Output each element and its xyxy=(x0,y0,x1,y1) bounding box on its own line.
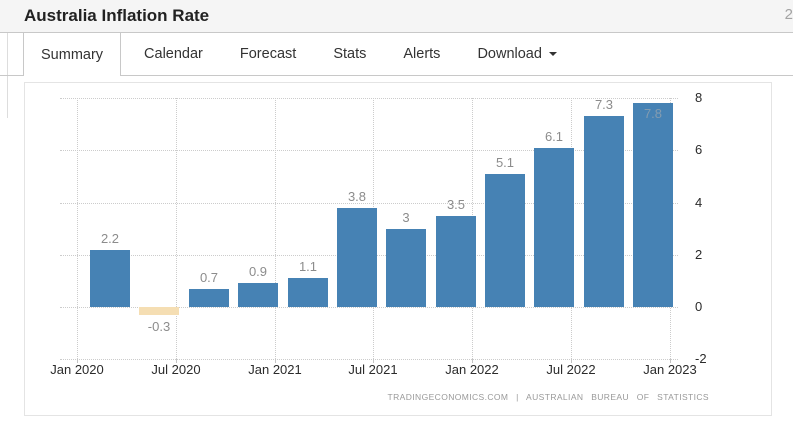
grid-line-h xyxy=(60,202,678,204)
bar[interactable] xyxy=(534,148,574,307)
bar[interactable] xyxy=(485,174,525,307)
y-axis-label: 6 xyxy=(695,142,703,158)
y-axis-label: 4 xyxy=(695,194,703,210)
axis-tick xyxy=(373,359,374,363)
tab-summary-label: Summary xyxy=(41,46,104,63)
tab-alerts[interactable]: Alerts xyxy=(389,33,454,75)
y-axis-label: 8 xyxy=(695,90,703,105)
tab-download-label: Download xyxy=(477,46,542,62)
bar[interactable] xyxy=(337,208,377,307)
x-axis-label: Jul 2022 xyxy=(546,362,596,377)
x-axis-label: Jul 2020 xyxy=(151,362,201,377)
bar[interactable] xyxy=(584,116,624,307)
bar-value-label: 3 xyxy=(402,210,410,225)
axis-tick xyxy=(670,359,671,363)
grid-line-h xyxy=(60,150,678,152)
tab-alerts-label: Alerts xyxy=(403,46,441,62)
x-axis-label: Jul 2021 xyxy=(348,362,398,377)
bar-value-label: -0.3 xyxy=(147,319,171,334)
x-axis-label: Jan 2020 xyxy=(50,362,104,377)
bar[interactable] xyxy=(633,103,673,307)
tab-forecast[interactable]: Forecast xyxy=(226,33,310,75)
x-axis-label: Jan 2022 xyxy=(445,362,499,377)
y-axis-label: 0 xyxy=(695,299,703,314)
tab-stats-label: Stats xyxy=(333,46,367,62)
bar-value-label: 5.1 xyxy=(495,155,515,170)
grid-line-h xyxy=(60,307,678,308)
title-bar: Australia Inflation Rate 2 xyxy=(0,0,793,33)
bar-value-label: 7.8 xyxy=(643,106,663,121)
chevron-down-icon xyxy=(548,52,557,56)
grid-line-h xyxy=(60,359,678,361)
axis-tick xyxy=(176,359,177,363)
bar[interactable] xyxy=(238,283,278,307)
grid-line-v xyxy=(77,98,78,359)
bar-value-label: 6.1 xyxy=(544,129,564,144)
axis-tick xyxy=(77,359,78,363)
tab-summary[interactable]: Summary xyxy=(23,33,122,76)
y-axis-label: 2 xyxy=(695,246,703,262)
tab-download[interactable]: Download xyxy=(463,33,571,75)
bar-value-label: 3.5 xyxy=(446,197,466,212)
tab-calendar[interactable]: Calendar xyxy=(130,33,217,75)
bar-value-label: 7.3 xyxy=(594,97,614,112)
bar[interactable] xyxy=(189,289,229,307)
axis-tick xyxy=(472,359,473,363)
bar[interactable] xyxy=(288,278,328,307)
bar[interactable] xyxy=(139,307,179,315)
chart-panel: 8 6 4 2 0 -2 Jan 2020 Jul 2020 Jan 2021 Jul 2021 J… xyxy=(24,82,772,416)
grid-line-v xyxy=(176,98,177,359)
bar-value-label: 3.8 xyxy=(347,189,367,204)
axis-tick xyxy=(275,359,276,363)
bar[interactable] xyxy=(386,229,426,307)
source-attribution: TRADINGECONOMICS.COM | AUSTRALIAN BUREAU… xyxy=(387,392,709,402)
y-axis-label: -2 xyxy=(695,351,707,367)
tab-forecast-label: Forecast xyxy=(239,46,297,62)
corner-partial-text: 2 xyxy=(784,6,793,23)
tab-calendar-label: Calendar xyxy=(144,46,203,62)
grid-line-v xyxy=(275,98,276,359)
bar-value-label: 0.9 xyxy=(248,264,268,279)
x-axis-label: Jan 2021 xyxy=(248,362,302,377)
bar[interactable] xyxy=(436,216,476,307)
page-title: Australia Inflation Rate xyxy=(24,6,210,25)
grid-line-h xyxy=(60,98,678,99)
bar-value-label: 0.7 xyxy=(199,270,219,285)
axis-tick xyxy=(571,359,572,363)
bar-value-label: 2.2 xyxy=(100,231,120,246)
bar-value-label: 1.1 xyxy=(298,259,318,274)
bar[interactable] xyxy=(90,250,130,307)
chart-canvas: 8 6 4 2 0 -2 Jan 2020 Jul 2020 Jan 2021 Jul 2021 J… xyxy=(25,83,771,415)
tab-strip: Summary Calendar Forecast Stats Alerts D… xyxy=(0,33,793,76)
tab-stats[interactable]: Stats xyxy=(319,33,380,75)
x-axis-label: Jan 2023 xyxy=(643,362,697,377)
